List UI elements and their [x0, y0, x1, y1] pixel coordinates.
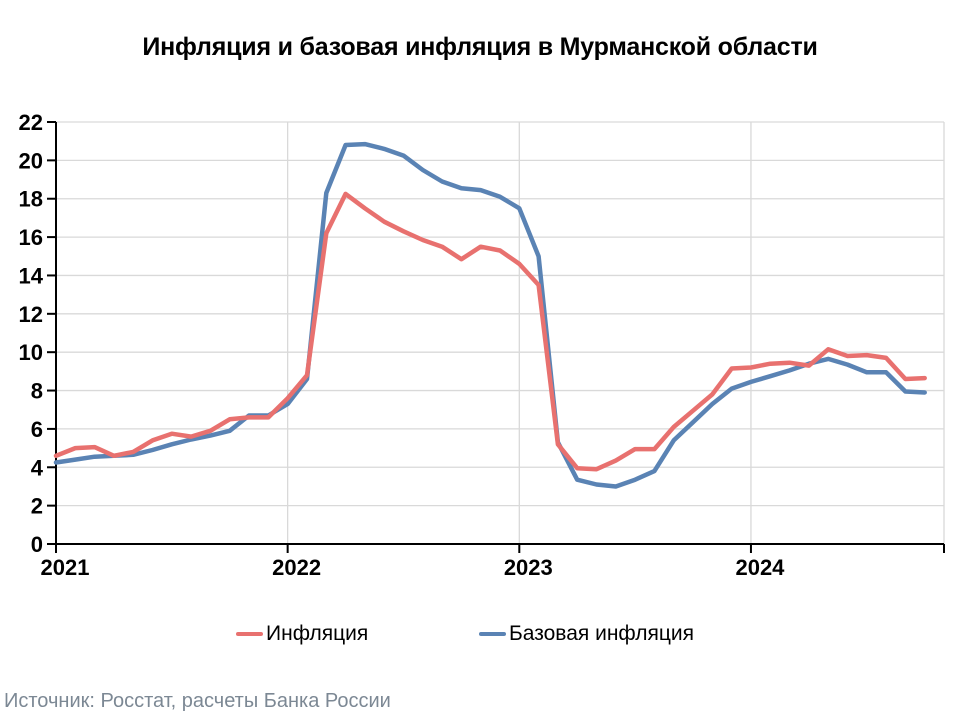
legend-item-inflation: Инфляция	[236, 622, 368, 646]
svg-text:6: 6	[31, 417, 43, 442]
source-note: Источник: Росстат, расчеты Банка России	[4, 690, 391, 712]
svg-text:2023: 2023	[504, 555, 553, 580]
svg-text:4: 4	[31, 455, 44, 480]
svg-text:22: 22	[19, 110, 43, 135]
axes	[47, 121, 945, 553]
core-inflation-line-swatch-icon	[479, 631, 506, 637]
legend-label-inflation: Инфляция	[266, 622, 369, 645]
svg-text:20: 20	[19, 148, 43, 173]
legend-item-core-inflation: Базовая инфляция	[479, 622, 694, 646]
svg-text:18: 18	[19, 187, 43, 212]
legend-label-core-inflation: Базовая инфляция	[509, 622, 695, 645]
gridlines	[56, 121, 945, 544]
data-series	[53, 141, 927, 489]
svg-text:12: 12	[19, 302, 43, 327]
svg-text:10: 10	[19, 340, 43, 365]
svg-text:2022: 2022	[272, 555, 321, 580]
chart-title: Инфляция и базовая инфляция в Мурманской…	[142, 33, 818, 61]
inflation-line-swatch-icon	[236, 631, 263, 637]
svg-text:2024: 2024	[735, 555, 785, 580]
svg-text:2021: 2021	[41, 555, 90, 580]
svg-text:2: 2	[31, 494, 43, 519]
svg-text:14: 14	[19, 263, 44, 288]
svg-text:16: 16	[19, 225, 43, 250]
svg-text:0: 0	[31, 532, 43, 557]
svg-text:8: 8	[31, 379, 43, 404]
